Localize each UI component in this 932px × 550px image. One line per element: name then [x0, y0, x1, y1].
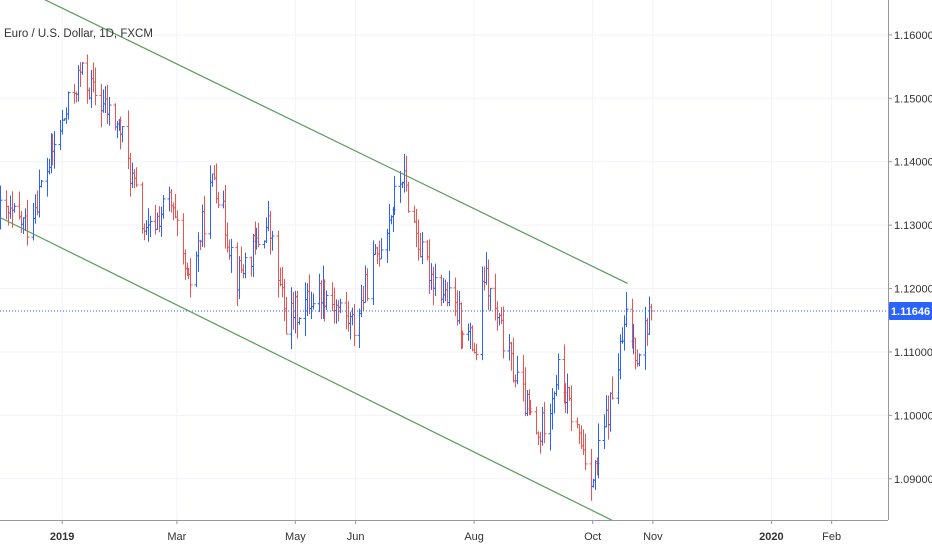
x-tick-label: Feb: [822, 531, 841, 543]
ohlc-bar[interactable]: [406, 181, 411, 213]
ohlc-bar[interactable]: [80, 62, 85, 75]
x-tick-label: May: [285, 531, 306, 543]
ohlc-bar[interactable]: [583, 433, 588, 471]
y-tick-label: 1.11000: [894, 347, 932, 359]
ohlc-bar[interactable]: [528, 399, 533, 416]
ohlc-bar[interactable]: [148, 215, 153, 238]
ohlc-bar[interactable]: [420, 232, 425, 265]
ohlc-bar[interactable]: [488, 287, 493, 311]
ohlc-bar[interactable]: [0, 185, 3, 230]
x-tick-label: Oct: [584, 531, 601, 543]
ohlc-bar[interactable]: [433, 263, 438, 297]
ohlc-bar[interactable]: [256, 222, 261, 248]
ohlc-bar[interactable]: [365, 268, 370, 302]
last-price-badge-bg: [889, 301, 932, 320]
ohlc-bar[interactable]: [39, 179, 44, 188]
trendlines[interactable]: [0, 0, 628, 524]
ohlc-bar[interactable]: [25, 199, 30, 246]
ohlc-bar[interactable]: [188, 258, 193, 298]
ohlc-bar[interactable]: [12, 203, 17, 213]
ohlc-bar[interactable]: [596, 423, 601, 479]
ohlc-bar[interactable]: [297, 317, 302, 325]
y-tick-label: 1.14000: [894, 157, 932, 169]
ohlc-bar[interactable]: [501, 306, 506, 359]
y-tick-label: 1.12000: [894, 284, 932, 296]
ohlc-bar[interactable]: [556, 353, 561, 390]
ohlc-bar[interactable]: [120, 125, 125, 143]
y-tick-label: 1.09000: [894, 474, 932, 486]
ohlc-bar[interactable]: [474, 343, 479, 361]
y-axis-ticks: 1.16000 1.15000 1.14000 1.13000 1.12000 1.110…: [888, 30, 932, 486]
ohlc-bar[interactable]: [216, 191, 221, 208]
ohlc-bar[interactable]: [324, 290, 329, 310]
x-tick-label: 2019: [50, 531, 74, 543]
ohlc-bar[interactable]: [447, 270, 452, 307]
ohlc-bar[interactable]: [610, 376, 615, 400]
ohlc-bar[interactable]: [542, 401, 547, 444]
x-axis-panel[interactable]: [0, 520, 932, 550]
ohlc-bar[interactable]: [229, 238, 234, 273]
ohlc-bar[interactable]: [243, 252, 248, 279]
last-price-badge: 1.11646: [889, 301, 932, 320]
x-tick-label: Jun: [347, 531, 365, 543]
y-axis-panel[interactable]: [888, 0, 932, 520]
y-tick-label: 1.10000: [894, 410, 932, 422]
ohlc-bar[interactable]: [637, 353, 642, 367]
x-tick-label: Mar: [167, 531, 186, 543]
y-tick-label: 1.16000: [894, 30, 932, 42]
ohlc-bar[interactable]: [379, 238, 384, 260]
y-tick-label: 1.15000: [894, 93, 932, 105]
x-tick-label: Nov: [643, 531, 663, 543]
ohlc-bar[interactable]: [107, 97, 112, 126]
x-tick-label: 2020: [759, 531, 783, 543]
ohlc-bar[interactable]: [175, 210, 180, 237]
ohlc-bar[interactable]: [134, 167, 139, 187]
ohlc-bar[interactable]: [392, 176, 397, 215]
ohlc-bars[interactable]: [0, 54, 654, 501]
ohlc-bar[interactable]: [624, 292, 629, 328]
ohlc-bar[interactable]: [338, 298, 343, 314]
x-axis-ticks: 2019 Mar May Jun Aug Oct Nov 2020 Feb: [50, 520, 841, 543]
ohlc-bar[interactable]: [311, 293, 316, 310]
y-tick-label: 1.13000: [894, 220, 932, 232]
ohlc-bar[interactable]: [161, 195, 166, 219]
trendline[interactable]: [19, 0, 628, 285]
ohlc-bar[interactable]: [460, 330, 465, 349]
trendline[interactable]: [0, 216, 619, 524]
ohlc-bar[interactable]: [66, 91, 71, 120]
ohlc-bar[interactable]: [52, 131, 57, 169]
ohlc-bar[interactable]: [515, 355, 520, 385]
ohlc-bar[interactable]: [93, 67, 98, 106]
ohlc-bar[interactable]: [270, 230, 275, 251]
last-price-badge-label: 1.11646: [891, 306, 930, 318]
chart-title: Euro / U.S. Dollar, 1D, FXCM: [4, 28, 153, 40]
x-tick-label: Aug: [464, 531, 484, 543]
ohlc-bar[interactable]: [284, 296, 289, 335]
ohlc-bar[interactable]: [202, 195, 207, 248]
ohlc-bar[interactable]: [569, 385, 574, 432]
